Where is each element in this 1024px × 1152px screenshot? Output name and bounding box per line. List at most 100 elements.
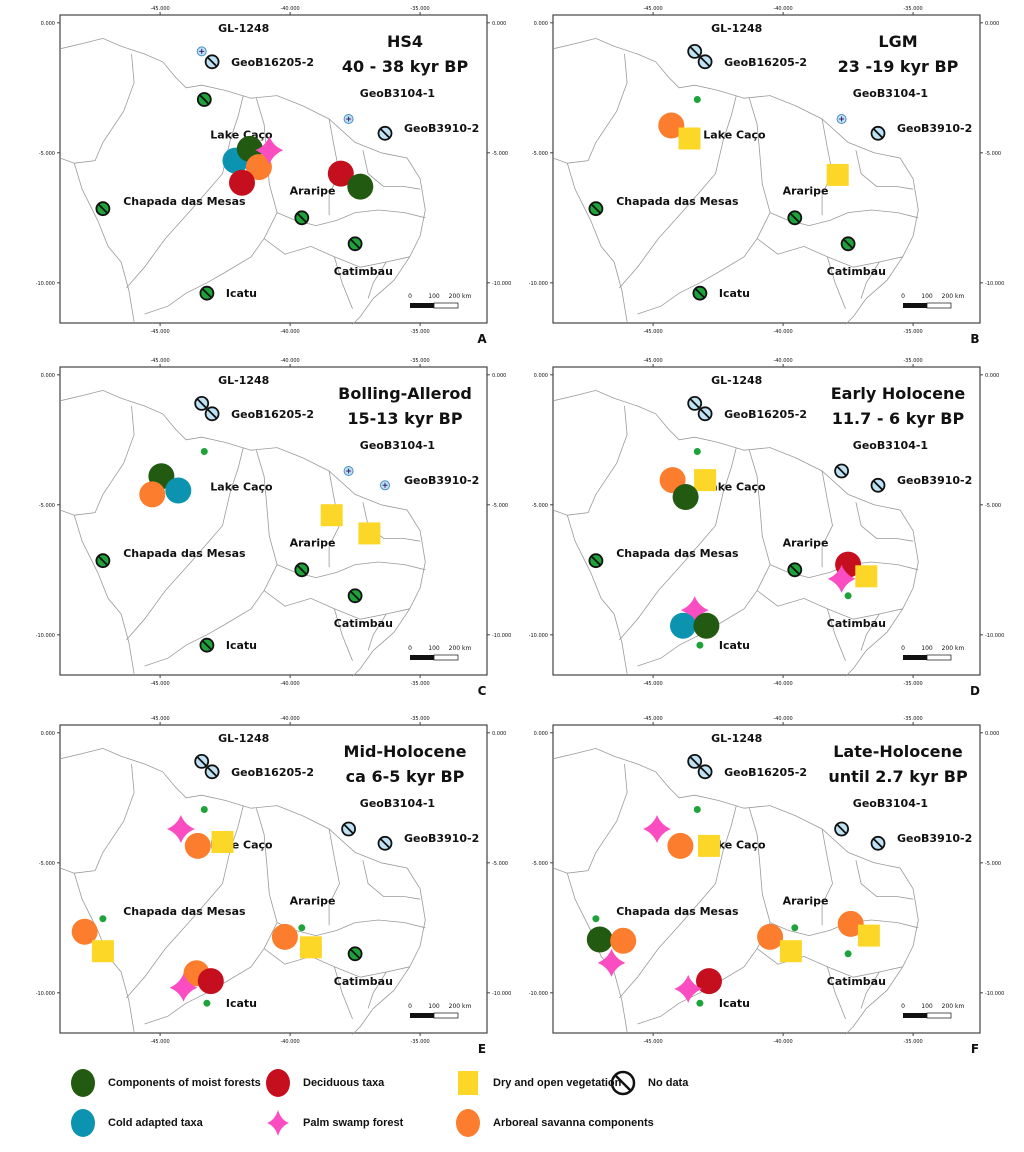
lat-tick-label-left: -5.000 bbox=[39, 861, 55, 867]
lon-tick-label-bottom: -35.000 bbox=[410, 681, 429, 687]
lon-tick-label-top: -35.000 bbox=[410, 358, 429, 364]
lon-tick-label-bottom: -40.000 bbox=[773, 1039, 792, 1045]
lon-tick-label-top: -35.000 bbox=[410, 716, 429, 722]
site-label: Chapada das Mesas bbox=[123, 195, 246, 208]
palm-swamp-forest-marker bbox=[680, 596, 709, 625]
dry-open-vegetation-marker bbox=[857, 924, 880, 947]
deciduous-legend-icon bbox=[266, 1069, 290, 1097]
lon-tick-label-top: -35.000 bbox=[903, 716, 922, 722]
site-label: GeoB3910-2 bbox=[404, 474, 479, 487]
state-border bbox=[618, 95, 737, 289]
scale-bar-filled bbox=[903, 303, 927, 308]
palm-swamp-forest-marker bbox=[169, 973, 198, 1002]
legend-item-dry: Dry and open vegetation bbox=[455, 1068, 621, 1098]
lat-tick-label-right: 0.000 bbox=[985, 21, 999, 27]
lat-tick-label-left: 0.000 bbox=[41, 373, 55, 379]
palm-swamp-forest-marker bbox=[643, 815, 671, 843]
scale-label: 100 bbox=[921, 645, 933, 652]
lon-tick-label-bottom: -35.000 bbox=[410, 329, 429, 335]
moist-forest-marker bbox=[672, 484, 699, 510]
map-panel-b: -45.000 -45.000 -40.000 -40.000 -35.000 -35.0… bbox=[493, 0, 1005, 350]
state-border bbox=[637, 450, 771, 667]
panel-title: Late-Holocene bbox=[833, 742, 963, 761]
lon-tick-label-bottom: -40.000 bbox=[280, 1039, 299, 1045]
site-label: Icatu bbox=[719, 997, 750, 1010]
map-frame bbox=[552, 366, 981, 676]
arboreal-savanna-marker bbox=[610, 927, 637, 954]
lon-tick-label-bottom: -35.000 bbox=[903, 1039, 922, 1045]
scale-bar-empty bbox=[433, 302, 459, 309]
lat-tick-label-right: -5.000 bbox=[492, 151, 508, 157]
scale-label: 0 bbox=[901, 645, 905, 652]
legend-item-nodata: No data bbox=[610, 1068, 688, 1098]
state-border bbox=[362, 502, 421, 542]
scale-label: 0 bbox=[408, 1003, 412, 1010]
state-border bbox=[821, 470, 833, 568]
state-border bbox=[362, 860, 421, 900]
scale-bar-empty bbox=[433, 654, 459, 661]
site-label: GeoB3104-1 bbox=[360, 439, 435, 452]
lon-tick-label-top: -45.000 bbox=[150, 6, 169, 12]
state-border bbox=[821, 828, 833, 926]
state-border bbox=[367, 971, 387, 1009]
deciduous-taxa-marker bbox=[197, 968, 224, 995]
site-dot bbox=[592, 915, 600, 923]
state-border bbox=[73, 515, 135, 674]
map-frame bbox=[552, 14, 981, 324]
legend-label: Arboreal savanna components bbox=[493, 1117, 654, 1129]
savanna-legend-icon bbox=[456, 1109, 480, 1137]
lat-tick-label-left: -5.000 bbox=[532, 503, 548, 509]
legend-item-deciduous: Deciduous taxa bbox=[265, 1068, 384, 1098]
panel-title: Early Holocene bbox=[831, 384, 966, 403]
site-label: Catimbau bbox=[334, 265, 393, 278]
dry-open-vegetation-marker bbox=[320, 504, 343, 527]
scale-label: 0 bbox=[901, 1003, 905, 1010]
site-label: GeoB3104-1 bbox=[360, 87, 435, 100]
scale-label: 200 km bbox=[942, 293, 965, 300]
nodata-legend-icon bbox=[610, 1070, 636, 1096]
legend-label: Dry and open vegetation bbox=[493, 1077, 622, 1089]
site-dot bbox=[844, 950, 852, 958]
state-border bbox=[860, 971, 880, 1009]
site-label: Araripe bbox=[783, 895, 829, 908]
site-label: GeoB16205-2 bbox=[724, 56, 807, 69]
map-panel-d: -45.000 -45.000 -40.000 -40.000 -35.000 -35.0… bbox=[493, 352, 1005, 702]
site-label: Icatu bbox=[226, 287, 257, 300]
lon-tick-label-top: -45.000 bbox=[150, 358, 169, 364]
dry-open-vegetation-marker bbox=[211, 831, 234, 853]
panel-letter: B bbox=[970, 332, 979, 346]
scale-bar-filled bbox=[410, 655, 434, 660]
lat-tick-label-left: 0.000 bbox=[534, 21, 548, 27]
dry-open-vegetation-marker bbox=[826, 163, 849, 186]
state-border bbox=[618, 805, 737, 999]
arboreal-savanna-marker bbox=[837, 910, 864, 937]
lon-tick-label-top: -40.000 bbox=[773, 358, 792, 364]
legend-item-palm: Palm swamp forest bbox=[265, 1108, 403, 1138]
state-border bbox=[826, 608, 846, 661]
dry-open-vegetation-marker bbox=[358, 522, 381, 545]
lat-tick-label-left: -5.000 bbox=[39, 151, 55, 157]
scale-label: 100 bbox=[428, 293, 440, 300]
state-border bbox=[855, 150, 914, 190]
moist-forest-marker bbox=[693, 612, 720, 639]
site-label: GeoB16205-2 bbox=[724, 408, 807, 421]
map-frame bbox=[59, 14, 488, 324]
site-label: Catimbau bbox=[334, 617, 393, 630]
deciduous-taxa-marker bbox=[229, 169, 255, 196]
legend-label: Deciduous taxa bbox=[303, 1077, 385, 1089]
site-dot bbox=[99, 915, 107, 923]
panel-title: HS4 bbox=[387, 32, 423, 51]
panel-title: Mid-Holocene bbox=[344, 742, 467, 761]
site-label: Lake Caço bbox=[210, 481, 273, 494]
map-panel-c: -45.000 -45.000 -40.000 -40.000 -35.000 -35.0… bbox=[0, 352, 512, 702]
lat-tick-label-right: 0.000 bbox=[492, 21, 506, 27]
dry-open-vegetation-marker bbox=[91, 940, 114, 963]
lat-tick-label-left: -10.000 bbox=[36, 991, 55, 997]
state-border bbox=[566, 163, 628, 322]
panel-subtitle: 23 -19 kyr BP bbox=[838, 57, 959, 76]
scale-bar-empty bbox=[926, 302, 952, 309]
lat-tick-label-left: -5.000 bbox=[532, 151, 548, 157]
